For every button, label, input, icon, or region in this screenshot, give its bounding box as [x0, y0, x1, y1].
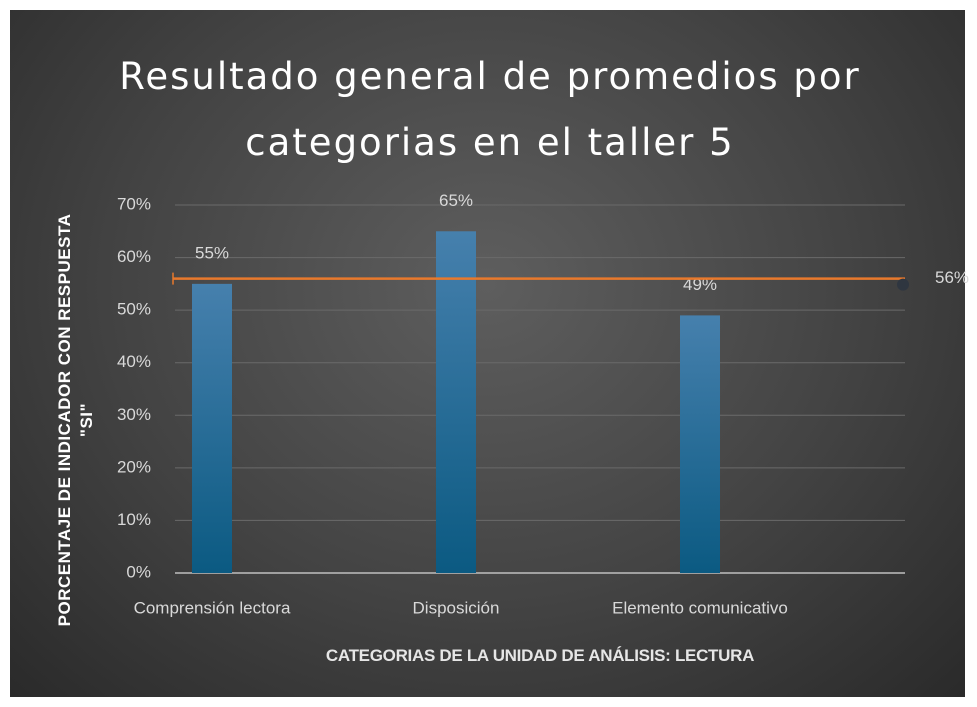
x-axis-title: CATEGORIAS DE LA UNIDAD DE ANÁLISIS: LEC…: [325, 646, 755, 665]
x-tick-label: Disposición: [413, 598, 500, 617]
data-label: 55%: [195, 243, 229, 262]
y-tick-label: 60%: [117, 247, 151, 266]
bar: [680, 315, 720, 573]
data-label: 65%: [439, 191, 473, 210]
chart-title: Resultado general de promedios por categ…: [119, 55, 861, 164]
y-axis-title: PORCENTAJE DE INDICADOR CON RESPUESTA "S…: [55, 213, 96, 627]
chart-area: [10, 10, 965, 697]
reference-label: 56%: [935, 268, 969, 287]
reference-dot: [897, 278, 909, 291]
bar: [436, 231, 476, 574]
y-tick-label: 40%: [117, 352, 151, 371]
x-tick-label: Elemento comunicativo: [612, 598, 788, 617]
bar: [192, 283, 232, 573]
y-tick-label: 50%: [117, 300, 151, 319]
y-tick-label: 30%: [117, 405, 151, 424]
y-tick-label: 0%: [126, 562, 151, 581]
y-tick-label: 10%: [117, 510, 151, 529]
y-tick-label: 20%: [117, 457, 151, 476]
x-tick-label: Comprensión lectora: [134, 598, 291, 617]
y-tick-label: 70%: [117, 194, 151, 213]
